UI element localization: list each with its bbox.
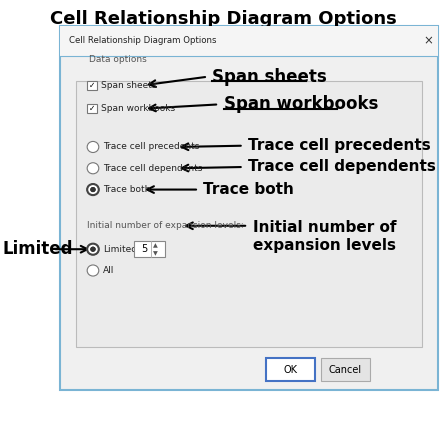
Bar: [60, 26, 438, 56]
Text: Span sheets: Span sheets: [212, 68, 327, 86]
Text: Trace cell precedents: Trace cell precedents: [248, 138, 431, 153]
Circle shape: [90, 187, 96, 192]
Circle shape: [87, 265, 99, 276]
Text: ✓: ✓: [89, 104, 95, 113]
Text: OK: OK: [283, 365, 298, 374]
Text: 5: 5: [141, 244, 147, 254]
Circle shape: [87, 244, 99, 255]
Text: Limited: Limited: [103, 245, 137, 254]
Bar: [87, 104, 97, 113]
Text: All: All: [103, 266, 114, 275]
Circle shape: [87, 163, 99, 174]
Bar: [87, 81, 97, 90]
Text: Trace cell precedents: Trace cell precedents: [103, 142, 200, 152]
Text: Span workbooks: Span workbooks: [101, 104, 175, 113]
Text: Limited: Limited: [2, 240, 73, 258]
Text: Initial number of expansion levels:: Initial number of expansion levels:: [87, 221, 244, 230]
Circle shape: [87, 141, 99, 153]
Circle shape: [90, 247, 96, 252]
Circle shape: [87, 244, 99, 255]
Text: Span workbooks: Span workbooks: [224, 95, 378, 113]
Circle shape: [90, 247, 96, 252]
Text: Trace cell dependents: Trace cell dependents: [103, 164, 202, 173]
Text: ×: ×: [423, 35, 433, 47]
Text: Span sheets: Span sheets: [101, 81, 156, 90]
Bar: [60, 26, 438, 390]
Bar: [134, 241, 165, 257]
Text: ▼: ▼: [153, 251, 158, 256]
Text: Cancel: Cancel: [329, 365, 362, 374]
Text: Trace cell dependents: Trace cell dependents: [248, 159, 436, 175]
Text: Trace both: Trace both: [203, 182, 294, 197]
Text: ✓: ✓: [89, 81, 95, 90]
Text: Initial number of
expansion levels: Initial number of expansion levels: [253, 220, 396, 253]
Circle shape: [90, 187, 96, 192]
Bar: [76, 81, 422, 347]
Text: Cell Relationship Diagram Options: Cell Relationship Diagram Options: [50, 10, 397, 28]
Text: Trace both: Trace both: [103, 185, 151, 194]
Text: Data options: Data options: [89, 55, 147, 64]
Bar: [321, 358, 370, 381]
Circle shape: [87, 184, 99, 195]
Text: ▲: ▲: [153, 243, 158, 248]
Bar: [266, 358, 315, 381]
Circle shape: [87, 184, 99, 195]
Text: Cell Relationship Diagram Options: Cell Relationship Diagram Options: [69, 36, 217, 46]
